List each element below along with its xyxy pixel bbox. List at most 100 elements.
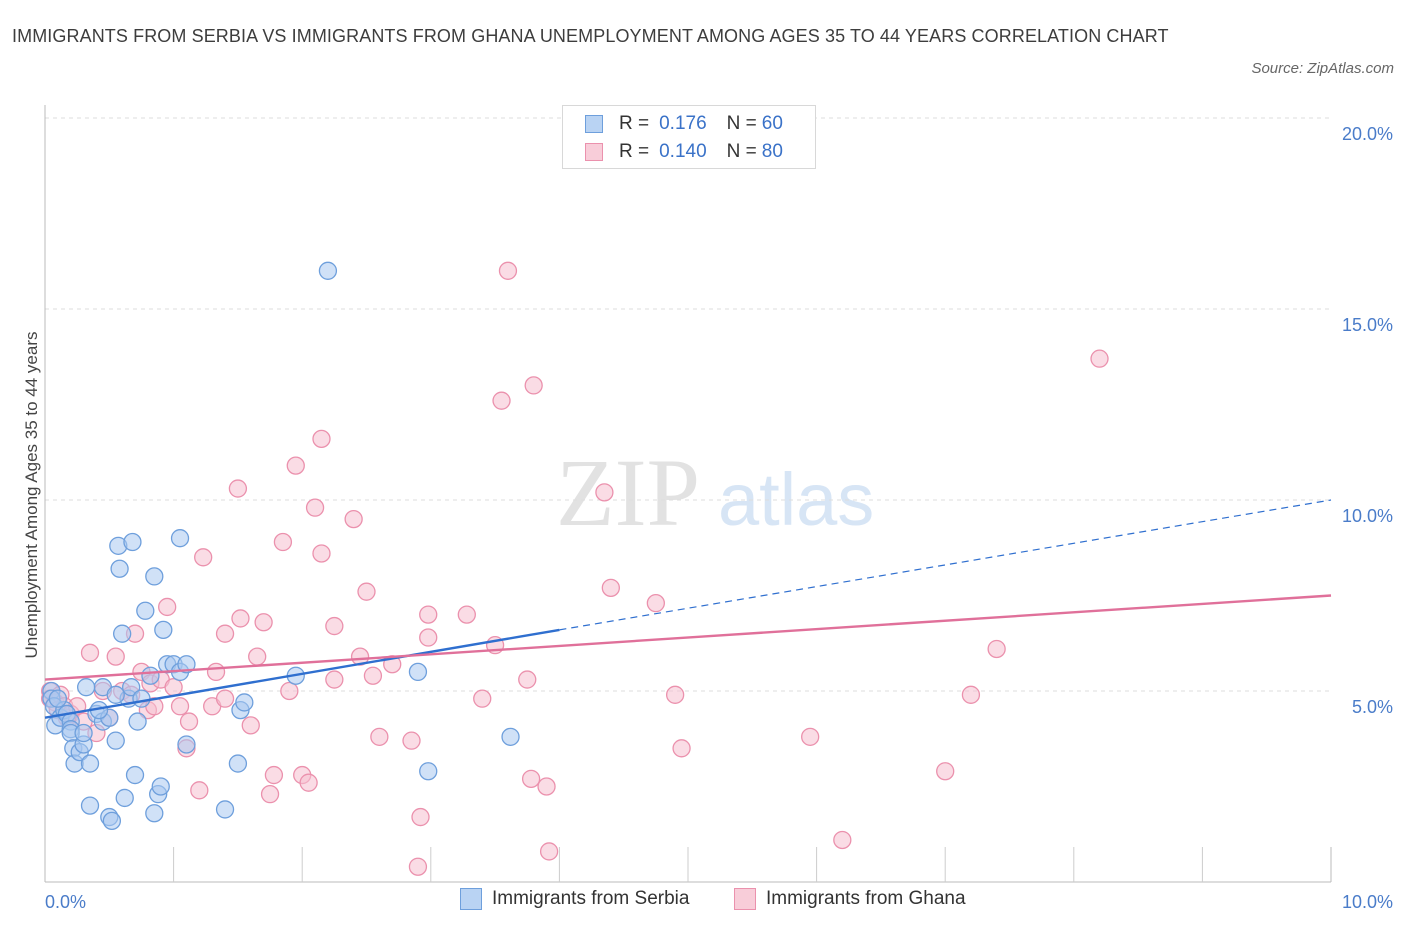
ghana-r-value: 0.140 [659, 141, 707, 162]
ghana-point [363, 666, 383, 685]
tick-labels: 5.0% 10.0% 15.0% 20.0% 0.0% 10.0% [45, 124, 1393, 912]
serbia-point [122, 678, 141, 697]
serbia-point [419, 762, 438, 781]
axes [44, 105, 1332, 883]
ghana-point [419, 628, 438, 647]
ghana-point [370, 727, 389, 746]
serbia-point [125, 765, 145, 785]
serbia-point [170, 529, 190, 548]
serbia-point [177, 735, 196, 754]
ghana-point [987, 639, 1006, 659]
ghana-point [801, 727, 820, 746]
ghana-point [537, 777, 556, 796]
ghana-point [170, 697, 190, 716]
ghana-point [325, 616, 344, 636]
serbia-n-label: N = [726, 113, 757, 134]
serbia-point [145, 804, 164, 823]
x-tick-label: 10.0% [1342, 892, 1393, 912]
ghana-point [305, 498, 325, 517]
ghana-point [280, 681, 299, 701]
ghana-point [194, 548, 213, 567]
ghana-n-label: N = [726, 141, 757, 162]
serbia-point [318, 261, 338, 280]
ghana-point [264, 765, 284, 785]
ghana-point [521, 769, 541, 789]
ghana-trend-line [44, 594, 1332, 681]
ghana-point [299, 773, 318, 792]
ghana-point [312, 544, 331, 563]
serbia-point [132, 689, 151, 708]
watermark-zip: ZIP [556, 439, 700, 546]
bottom-ghana-swatch [734, 888, 756, 910]
ghana-point [408, 857, 428, 876]
ghana-point [936, 762, 955, 781]
ghana-point [833, 830, 852, 850]
ghana-point [206, 662, 226, 682]
ghana-point [215, 689, 235, 708]
ghana-point [646, 593, 665, 613]
serbia-point [154, 620, 173, 640]
ghana-point [179, 712, 199, 731]
ghana-point [254, 613, 273, 632]
ghana-point [215, 624, 235, 643]
serbia-point [151, 777, 170, 796]
ghana-point [190, 781, 209, 800]
ghana-point [457, 605, 476, 624]
serbia-trend-extension [559, 499, 1332, 631]
ghana-point [539, 842, 559, 861]
serbia-point [177, 655, 196, 674]
ghana-point [228, 479, 248, 498]
ghana-point [518, 670, 537, 689]
x-tick-label: 0.0% [45, 892, 86, 912]
ghana-point [158, 597, 177, 617]
gridlines [45, 117, 1331, 692]
serbia-point [123, 532, 142, 552]
serbia-points [42, 261, 520, 831]
ghana-point [312, 429, 331, 449]
serbia-point [215, 800, 235, 819]
ghana-point [595, 483, 614, 502]
ghana-point [1090, 349, 1109, 368]
ghana-point [80, 643, 100, 662]
ghana-point [248, 647, 267, 666]
ghana-point [419, 605, 438, 624]
y-tick-label: 10.0% [1342, 506, 1393, 526]
serbia-point [501, 727, 520, 746]
serbia-swatch [585, 115, 603, 133]
ghana-point [665, 685, 685, 704]
serbia-point [115, 788, 134, 808]
serbia-n-value: 60 [761, 113, 783, 134]
ghana-point [164, 678, 183, 697]
serbia-point [80, 796, 100, 815]
ghana-point [231, 609, 250, 628]
serbia-point [74, 723, 93, 743]
legend-row-ghana: R = 0.140 N = 80 [585, 138, 783, 166]
serbia-point [106, 685, 125, 704]
serbia-point [113, 624, 132, 643]
serbia-point [77, 678, 96, 697]
ghana-n-value: 80 [761, 141, 783, 162]
serbia-trend-line [44, 628, 560, 719]
ghana-point [498, 261, 518, 280]
y-tick-label: 20.0% [1342, 124, 1393, 144]
bottom-legend-serbia: Immigrants from Serbia [460, 888, 689, 910]
ghana-point [241, 716, 260, 735]
ghana-point [473, 689, 492, 708]
ghana-point [106, 647, 125, 666]
serbia-r-value: 0.176 [659, 113, 707, 134]
ghana-point [260, 784, 280, 804]
serbia-point [48, 689, 68, 708]
chart-title: IMMIGRANTS FROM SERBIA VS IMMIGRANTS FRO… [12, 26, 1169, 46]
bottom-serbia-swatch [460, 888, 482, 910]
serbia-point [106, 731, 125, 750]
serbia-point [235, 693, 254, 712]
ghana-r-label: R = [619, 141, 650, 162]
serbia-point [110, 559, 129, 578]
ghana-point [357, 582, 376, 601]
ghana-point [344, 509, 363, 529]
ghana-point [286, 456, 305, 475]
ghana-point [601, 578, 620, 598]
ghana-point [492, 391, 511, 410]
bottom-ghana-label: Immigrants from Ghana [766, 888, 966, 909]
